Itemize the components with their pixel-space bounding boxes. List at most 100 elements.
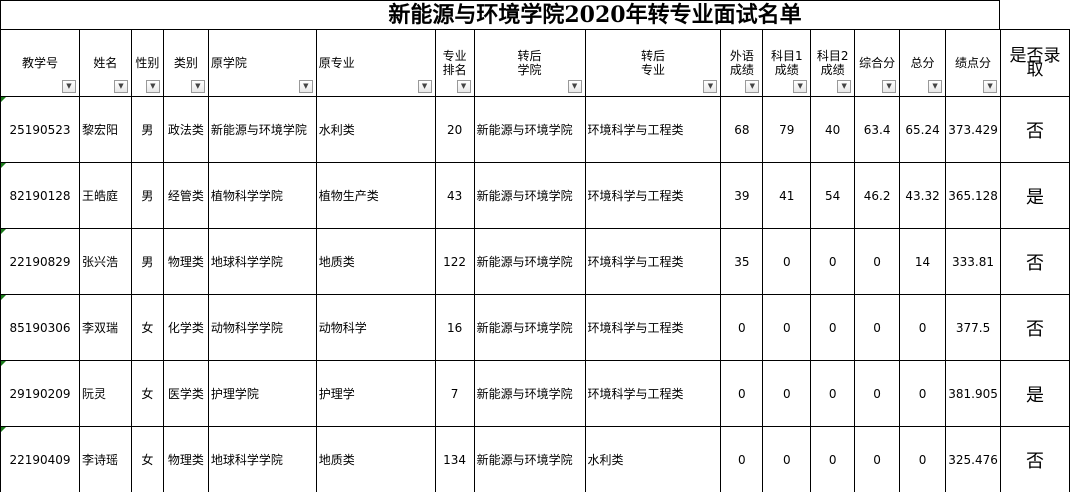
cell[interactable]: 373.429	[945, 96, 1002, 163]
cell[interactable]: 护理学院	[207, 360, 317, 427]
cell[interactable]: 物理类	[162, 228, 209, 295]
cell[interactable]: 377.5	[945, 294, 1002, 361]
cell[interactable]: 0	[810, 426, 856, 492]
dropdown-arrow-icon[interactable]: ▼	[745, 80, 760, 93]
dropdown-arrow-icon[interactable]: ▼	[61, 80, 76, 93]
cell[interactable]: 化学类	[162, 294, 209, 361]
cell[interactable]: 阮灵	[78, 360, 132, 427]
cell[interactable]: 0	[762, 228, 812, 295]
cell[interactable]: 物理类	[162, 426, 209, 492]
cell[interactable]: 否	[1000, 294, 1070, 361]
cell[interactable]: 是	[1000, 360, 1070, 427]
dropdown-arrow-icon[interactable]: ▼	[882, 80, 897, 93]
cell[interactable]: 325.476	[945, 426, 1002, 492]
cell[interactable]: 82190128	[0, 162, 80, 229]
cell[interactable]: 333.81	[945, 228, 1002, 295]
cell[interactable]: 122	[434, 228, 475, 295]
dropdown-arrow-icon[interactable]: ▼	[298, 80, 313, 93]
cell[interactable]: 新能源与环境学院	[473, 96, 586, 163]
cell[interactable]: 0	[899, 294, 947, 361]
cell[interactable]: 否	[1000, 96, 1070, 163]
cell[interactable]: 新能源与环境学院	[473, 360, 586, 427]
cell[interactable]: 动物科学	[315, 294, 436, 361]
cell[interactable]: 水利类	[584, 426, 722, 492]
cell[interactable]: 0	[720, 426, 764, 492]
dropdown-arrow-icon[interactable]: ▼	[928, 80, 943, 93]
cell[interactable]: 男	[130, 228, 164, 295]
cell[interactable]: 植物生产类	[315, 162, 436, 229]
cell[interactable]: 0	[899, 426, 947, 492]
cell[interactable]: 0	[762, 294, 812, 361]
cell[interactable]: 环境科学与工程类	[584, 228, 722, 295]
cell[interactable]: 动物科学学院	[207, 294, 317, 361]
cell[interactable]: 地质类	[315, 426, 436, 492]
cell[interactable]: 地球科学学院	[207, 228, 317, 295]
cell[interactable]: 54	[810, 162, 856, 229]
cell[interactable]: 0	[810, 294, 856, 361]
cell[interactable]: 65.24	[899, 96, 947, 163]
cell[interactable]: 医学类	[162, 360, 209, 427]
cell[interactable]: 29190209	[0, 360, 80, 427]
dropdown-arrow-icon[interactable]: ▼	[145, 80, 160, 93]
cell[interactable]: 0	[810, 360, 856, 427]
cell[interactable]: 39	[720, 162, 764, 229]
cell[interactable]: 0	[810, 228, 856, 295]
cell[interactable]: 水利类	[315, 96, 436, 163]
filter-active-icon[interactable]: ▼	[567, 80, 582, 93]
dropdown-arrow-icon[interactable]: ▼	[113, 80, 128, 93]
cell[interactable]: 7	[434, 360, 475, 427]
cell[interactable]: 0	[854, 228, 901, 295]
cell[interactable]: 否	[1000, 426, 1070, 492]
cell[interactable]: 新能源与环境学院	[207, 96, 317, 163]
cell[interactable]: 46.2	[854, 162, 901, 229]
cell[interactable]: 134	[434, 426, 475, 492]
cell[interactable]: 85190306	[0, 294, 80, 361]
dropdown-arrow-icon[interactable]: ▼	[456, 80, 471, 93]
cell[interactable]: 43	[434, 162, 475, 229]
cell[interactable]: 植物科学学院	[207, 162, 317, 229]
cell[interactable]: 黎宏阳	[78, 96, 132, 163]
cell[interactable]: 381.905	[945, 360, 1002, 427]
cell[interactable]: 否	[1000, 228, 1070, 295]
cell[interactable]: 0	[854, 294, 901, 361]
cell[interactable]: 63.4	[854, 96, 901, 163]
cell[interactable]: 40	[810, 96, 856, 163]
dropdown-arrow-icon[interactable]: ▼	[190, 80, 205, 93]
cell[interactable]: 新能源与环境学院	[473, 228, 586, 295]
cell[interactable]: 环境科学与工程类	[584, 294, 722, 361]
cell[interactable]: 68	[720, 96, 764, 163]
cell[interactable]: 地质类	[315, 228, 436, 295]
cell[interactable]: 李诗瑶	[78, 426, 132, 492]
cell[interactable]: 0	[762, 426, 812, 492]
dropdown-arrow-icon[interactable]: ▼	[983, 80, 998, 93]
dropdown-arrow-icon[interactable]: ▼	[417, 80, 432, 93]
dropdown-arrow-icon[interactable]: ▼	[793, 80, 808, 93]
cell[interactable]: 地球科学学院	[207, 426, 317, 492]
cell[interactable]: 41	[762, 162, 812, 229]
cell[interactable]: 22190829	[0, 228, 80, 295]
cell[interactable]: 女	[130, 294, 164, 361]
cell[interactable]: 女	[130, 360, 164, 427]
cell[interactable]: 李双瑞	[78, 294, 132, 361]
cell[interactable]: 环境科学与工程类	[584, 96, 722, 163]
cell[interactable]: 0	[854, 360, 901, 427]
cell[interactable]: 0	[762, 360, 812, 427]
dropdown-arrow-icon[interactable]: ▼	[837, 80, 852, 93]
cell[interactable]: 365.128	[945, 162, 1002, 229]
cell[interactable]: 王皓庭	[78, 162, 132, 229]
cell[interactable]: 环境科学与工程类	[584, 162, 722, 229]
cell[interactable]: 新能源与环境学院	[473, 162, 586, 229]
cell[interactable]: 35	[720, 228, 764, 295]
cell[interactable]: 新能源与环境学院	[473, 426, 586, 492]
cell[interactable]: 16	[434, 294, 475, 361]
cell[interactable]: 政法类	[162, 96, 209, 163]
cell[interactable]: 0	[899, 360, 947, 427]
dropdown-arrow-icon[interactable]: ▼	[703, 80, 718, 93]
cell[interactable]: 0	[720, 294, 764, 361]
cell[interactable]: 男	[130, 162, 164, 229]
cell[interactable]: 22190409	[0, 426, 80, 492]
cell[interactable]: 43.32	[899, 162, 947, 229]
cell[interactable]: 是	[1000, 162, 1070, 229]
cell[interactable]: 男	[130, 96, 164, 163]
cell[interactable]: 女	[130, 426, 164, 492]
